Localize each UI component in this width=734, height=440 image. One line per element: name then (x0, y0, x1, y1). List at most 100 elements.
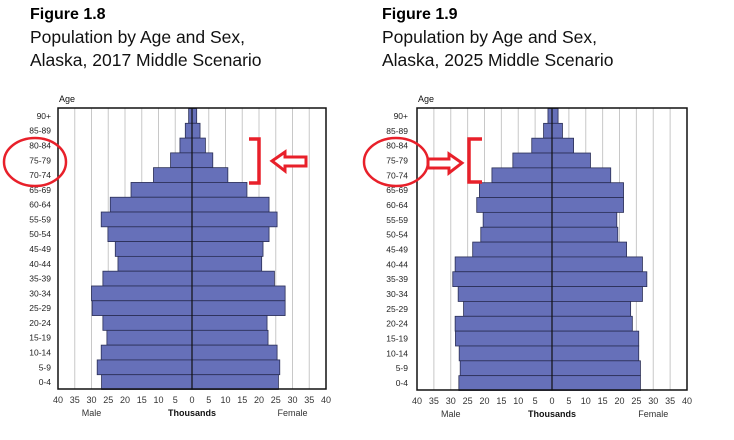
age-label: 50-54 (386, 230, 408, 240)
age-label: 80-84 (29, 140, 51, 150)
x-tick-label: 15 (237, 395, 247, 405)
age-label: 85-89 (386, 126, 408, 136)
x-tick-label: 40 (682, 396, 692, 406)
bar-female-5-9 (191, 359, 281, 376)
age-label: 75-79 (386, 155, 408, 165)
age-label: 80-84 (386, 141, 408, 151)
x-tick-label: 30 (446, 396, 456, 406)
age-label: 35-39 (29, 274, 51, 284)
bar-female-20-24 (191, 315, 268, 331)
bar-male-75-79 (170, 152, 193, 169)
x-tick-label: 30 (287, 395, 297, 405)
age-label: 20-24 (29, 318, 51, 328)
bar-male-75-79 (512, 152, 553, 169)
age-label: 60-64 (29, 200, 51, 210)
bar-male-80-84 (531, 137, 553, 154)
x-tick-label: 10 (513, 396, 523, 406)
bar-male-35-39 (452, 271, 553, 288)
x-tick-label: 0 (549, 396, 554, 406)
bar-female-70-74 (191, 167, 229, 183)
age-label: 0-4 (39, 377, 52, 387)
bar-male-15-19 (455, 330, 553, 347)
bar-male-85-89 (184, 122, 193, 139)
bar-female-10-14 (551, 345, 640, 362)
bar-female-25-29 (191, 300, 286, 316)
bar-male-60-64 (476, 197, 553, 213)
bar-female-75-79 (191, 152, 214, 169)
bar-female-30-34 (551, 286, 643, 302)
x-tick-label: 30 (86, 395, 96, 405)
x-tick-label: 15 (598, 396, 608, 406)
arrow-left-icon (269, 149, 308, 175)
bar-male-50-54 (480, 226, 553, 243)
bar-female-0-4 (191, 374, 279, 390)
age-label: 15-19 (386, 334, 408, 344)
figure-1-8-title: Figure 1.8 Population by Age and Sex, Al… (30, 4, 262, 72)
x-tick-label: 35 (429, 396, 439, 406)
bar-male-25-29 (91, 300, 193, 316)
bar-female-20-24 (551, 315, 633, 332)
bar-female-35-39 (191, 270, 275, 287)
x-tick-label: 5 (533, 396, 538, 406)
age-label: 55-59 (386, 215, 408, 225)
x-tick-label: 10 (153, 395, 163, 405)
chart-title-line-2: Alaska, 2017 Middle Scenario (30, 50, 262, 70)
x-tick-label: 35 (304, 395, 314, 405)
age-label: 5-9 (39, 362, 52, 372)
x-tick-label: 25 (631, 396, 641, 406)
bar-female-80-84 (551, 137, 575, 154)
female-label: Female (277, 408, 307, 418)
bar-female-65-69 (191, 182, 248, 198)
age-label: 65-69 (29, 185, 51, 195)
female-label: Female (638, 409, 668, 419)
bar-male-80-84 (179, 137, 193, 154)
x-axis-label: Thousands (168, 408, 216, 418)
age-label: 45-49 (386, 245, 408, 255)
bar-male-50-54 (107, 226, 193, 243)
bar-male-90+ (547, 108, 553, 124)
arrow-right-icon (426, 151, 465, 177)
age-label: 70-74 (29, 170, 51, 180)
bar-male-70-74 (491, 167, 553, 184)
bar-male-20-24 (454, 315, 553, 332)
x-tick-label: 20 (614, 396, 624, 406)
x-tick-label: 35 (70, 395, 80, 405)
age-label: 10-14 (29, 348, 51, 358)
bar-female-65-69 (551, 182, 624, 198)
plot-frame (416, 107, 688, 391)
chart-title-line-2: Alaska, 2025 Middle Scenario (382, 50, 614, 70)
bar-male-85-89 (543, 122, 553, 139)
x-tick-label: 35 (665, 396, 675, 406)
age-label: 15-19 (29, 333, 51, 343)
age-label: 70-74 (386, 170, 408, 180)
age-label: 5-9 (396, 363, 409, 373)
bar-male-55-59 (482, 211, 553, 228)
bar-male-10-14 (458, 345, 553, 362)
x-tick-label: 10 (581, 396, 591, 406)
bar-male-25-29 (463, 301, 553, 317)
chart-title-line-1: Population by Age and Sex, (30, 27, 246, 47)
bar-male-5-9 (459, 360, 553, 377)
bar-female-5-9 (551, 360, 641, 377)
age-label: 65-69 (386, 185, 408, 195)
bar-male-70-74 (153, 167, 193, 183)
bar-female-60-64 (191, 196, 270, 213)
bar-female-90+ (551, 108, 559, 124)
x-tick-label: 20 (479, 396, 489, 406)
x-tick-label: 15 (137, 395, 147, 405)
x-tick-label: 25 (463, 396, 473, 406)
bar-female-40-44 (191, 255, 263, 272)
bar-male-40-44 (454, 256, 553, 273)
bar-male-45-49 (472, 241, 553, 258)
bar-female-70-74 (551, 167, 612, 184)
bar-male-0-4 (458, 375, 553, 391)
bar-female-45-49 (191, 241, 264, 257)
age-label: 45-49 (29, 244, 51, 254)
age-label: 10-14 (386, 348, 408, 358)
bar-female-10-14 (191, 344, 278, 361)
bar-male-60-64 (109, 196, 193, 213)
bar-male-55-59 (100, 211, 193, 228)
y-axis-label: Age (59, 94, 75, 104)
x-tick-label: 5 (173, 395, 178, 405)
bar-female-50-54 (191, 226, 270, 243)
